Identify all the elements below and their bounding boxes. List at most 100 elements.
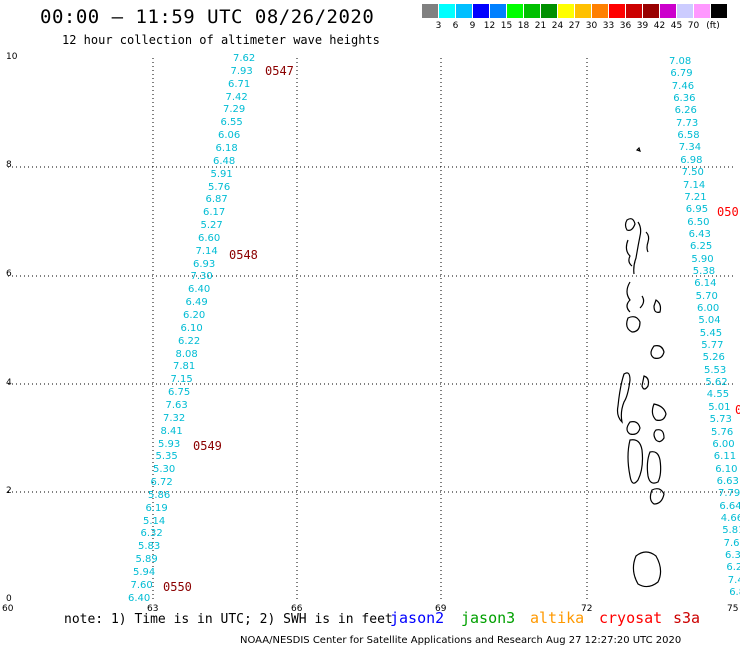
credit-line: NOAA/NESDIS Center for Satellite Applica…	[240, 635, 682, 646]
island-shape	[624, 218, 636, 231]
wave-height-value: 6.71	[228, 78, 251, 90]
colorbar-swatch	[677, 4, 694, 18]
x-tick-label: 69	[435, 604, 447, 614]
island-shape	[650, 345, 665, 359]
x-tick-label: 72	[581, 604, 593, 614]
wave-height-value: 6.00	[712, 438, 735, 450]
x-tick-label: 63	[147, 604, 159, 614]
wave-height-value: 7.14	[683, 179, 706, 191]
colorbar-label: 24	[551, 21, 564, 31]
y-tick-label: 2	[6, 486, 12, 496]
wave-height-value: 6.79	[670, 68, 693, 80]
wave-height-value: 7.15	[170, 374, 193, 386]
wave-height-value: 7.46	[671, 80, 695, 92]
pass-time-label: 050	[717, 205, 739, 219]
wave-height-value: 5.76	[208, 181, 231, 193]
wave-height-value: 6.95	[685, 204, 709, 216]
wave-height-value: 7.42	[225, 91, 248, 103]
colorbar-swatch	[626, 4, 643, 18]
y-tick-label: 4	[6, 378, 12, 388]
island-shape	[646, 451, 662, 484]
colorbar-swatch	[643, 4, 660, 18]
wave-height-value: 7.32	[163, 412, 186, 424]
wave-height-value: 5.53	[704, 364, 727, 376]
satellite-name-jason2: jason2	[390, 609, 445, 627]
wave-height-value: 6.36	[673, 93, 696, 105]
wave-height-value: 7.93	[230, 65, 253, 77]
colorbar-swatch	[473, 4, 490, 18]
wave-height-value: 8.08	[175, 348, 198, 360]
y-tick-label: 8	[6, 160, 12, 170]
wave-height-value: 7.81	[173, 361, 196, 373]
footnote: note: 1) Time is in UTC; 2) SWH is in fe…	[64, 612, 393, 627]
wave-height-value: 6.87	[205, 194, 228, 206]
wave-height-value: 6.58	[677, 130, 700, 142]
pass-time-label: 0550	[163, 580, 192, 594]
wave-height-value: 7.60	[130, 579, 153, 591]
wave-height-value: 6.55	[220, 117, 243, 129]
pass-time-label: 0549	[193, 439, 222, 453]
wave-height-value: 6.60	[198, 232, 221, 244]
island-shape	[625, 239, 633, 267]
satellite-name-s3a: s3a	[673, 609, 701, 627]
wave-height-value: 6.11	[713, 451, 737, 463]
wave-height-value: 5.35	[155, 451, 178, 463]
x-tick-label: 75	[727, 604, 739, 614]
wave-height-value: 7.61	[723, 537, 740, 549]
wave-height-value: 6.63	[716, 475, 739, 487]
wave-height-value: 6.75	[168, 387, 191, 399]
wave-height-value: 6.93	[193, 258, 216, 270]
island-shape	[645, 231, 650, 253]
grid-lines	[8, 58, 735, 600]
colorbar-label: 9	[469, 21, 476, 31]
y-tick-label: 0	[6, 594, 12, 604]
coastline-islands	[616, 146, 667, 588]
wave-height-value: 6.50	[687, 216, 710, 228]
wave-height-value: 6.48	[213, 155, 236, 167]
x-tick-label: 66	[291, 604, 303, 614]
colorbar-label: 21	[534, 21, 547, 31]
map-subtitle: 12 hour collection of altimeter wave hei…	[62, 33, 380, 47]
wave-height-value: 6.98	[680, 154, 703, 166]
colorbar-swatch	[439, 4, 456, 18]
y-tick-label: 10	[6, 52, 18, 62]
wave-height-value: 7.50	[681, 167, 704, 179]
colorbar-swatch	[558, 4, 575, 18]
island-shape	[635, 146, 641, 152]
island-shape	[651, 403, 667, 421]
colorbar-swatch	[456, 4, 473, 18]
wave-height-value: 6.29	[726, 562, 740, 574]
colorbar-swatch	[660, 4, 677, 18]
colorbar-label: 12	[483, 21, 496, 31]
colorbar-label: 45	[670, 21, 683, 31]
colorbar-swatch	[711, 4, 728, 18]
colorbar-swatch	[422, 4, 439, 18]
wave-height-value: 5.62	[705, 377, 728, 389]
colorbar-label: (ft)	[706, 21, 720, 31]
colorbar-swatch	[575, 4, 592, 18]
wave-height-value: 7.30	[190, 271, 213, 283]
wave-height-value: 5.14	[143, 515, 166, 527]
wave-height-value: 5.90	[691, 253, 714, 265]
wave-height-value: 7.63	[165, 399, 188, 411]
wave-height-value: 7.62	[233, 53, 256, 64]
wave-height-value: 5.70	[695, 290, 718, 302]
colorbar-label: 18	[517, 21, 530, 31]
wave-height-value: 6.32	[725, 550, 740, 561]
wave-height-value: 7.34	[678, 142, 702, 154]
wave-height-value: 6.40	[128, 592, 151, 604]
wave-height-value: 6.64	[719, 500, 740, 512]
colorbar-label: 30	[585, 21, 598, 31]
pass-time-label: 0	[735, 403, 740, 417]
wave-height-value: 5.04	[698, 315, 721, 327]
wave-height-value: 6.00	[697, 303, 720, 314]
wave-height-value: 5.77	[701, 340, 724, 352]
satellite-name-jason3: jason3	[461, 609, 516, 627]
island-shape	[632, 551, 662, 588]
colorbar-swatch	[524, 4, 541, 18]
wave-height-value: 5.26	[702, 352, 725, 364]
colorbar-label: 42	[653, 21, 666, 31]
colorbar-label: 3	[435, 21, 442, 31]
wave-height-value: 5.45	[699, 327, 723, 339]
colorbar-label: 70	[687, 21, 700, 31]
